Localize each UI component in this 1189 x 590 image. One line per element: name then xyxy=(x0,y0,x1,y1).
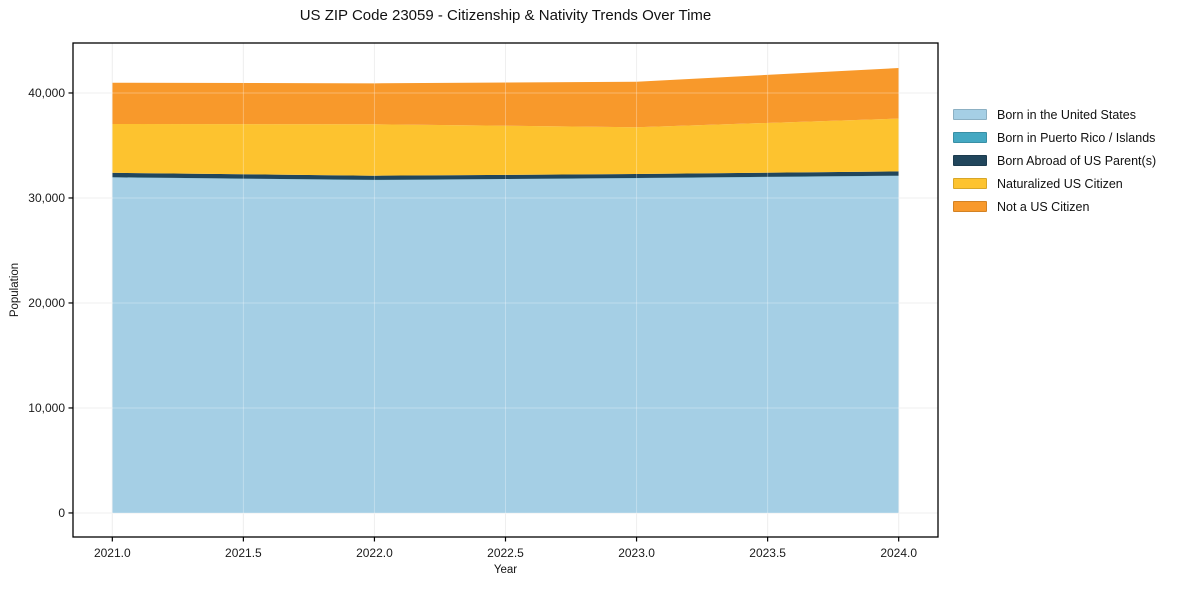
legend-label: Naturalized US Citizen xyxy=(997,176,1123,191)
legend-swatch xyxy=(953,109,987,120)
x-tick-label: 2023.0 xyxy=(618,546,655,560)
x-axis-title: Year xyxy=(493,564,518,576)
area-naturalized-us-citizen xyxy=(112,118,899,176)
x-tick-label: 2021.5 xyxy=(225,546,262,560)
y-tick-label: 10,000 xyxy=(28,401,65,415)
legend-swatch xyxy=(953,201,987,212)
legend-item-born-abroad-of-us-parent-s: Born Abroad of US Parent(s) xyxy=(953,149,1156,172)
legend-label: Born Abroad of US Parent(s) xyxy=(997,153,1157,168)
legend-swatch xyxy=(953,155,987,166)
legend-label: Not a US Citizen xyxy=(997,199,1090,214)
legend: Born in the United States Born in Puerto … xyxy=(953,103,1156,218)
legend-item-naturalized-us-citizen: Naturalized US Citizen xyxy=(953,172,1156,195)
area-not-a-us-citizen xyxy=(112,67,899,128)
chart-title: US ZIP Code 23059 - Citizenship & Nativi… xyxy=(299,7,712,24)
x-tick-label: 2021.0 xyxy=(94,546,131,560)
legend-swatch xyxy=(953,132,987,143)
legend-item-born-in-puerto-rico-islands: Born in Puerto Rico / Islands xyxy=(953,126,1156,149)
y-tick-label: 0 xyxy=(58,506,65,520)
legend-swatch xyxy=(953,178,987,189)
y-tick-label: 30,000 xyxy=(28,191,65,205)
y-tick-label: 40,000 xyxy=(28,86,65,100)
area-born-in-the-united-states xyxy=(112,175,899,513)
y-tick-label: 20,000 xyxy=(28,296,65,310)
legend-item-not-a-us-citizen: Not a US Citizen xyxy=(953,195,1156,218)
x-tick-label: 2022.0 xyxy=(356,546,393,560)
legend-label: Born in the United States xyxy=(997,107,1136,122)
y-axis-title: Population xyxy=(9,262,21,318)
legend-item-born-in-the-united-states: Born in the United States xyxy=(953,103,1156,126)
x-tick-label: 2024.0 xyxy=(880,546,917,560)
legend-label: Born in Puerto Rico / Islands xyxy=(997,130,1156,145)
area-born-abroad-of-us-parent-s xyxy=(112,171,899,180)
x-tick-label: 2023.5 xyxy=(749,546,786,560)
x-tick-label: 2022.5 xyxy=(487,546,524,560)
